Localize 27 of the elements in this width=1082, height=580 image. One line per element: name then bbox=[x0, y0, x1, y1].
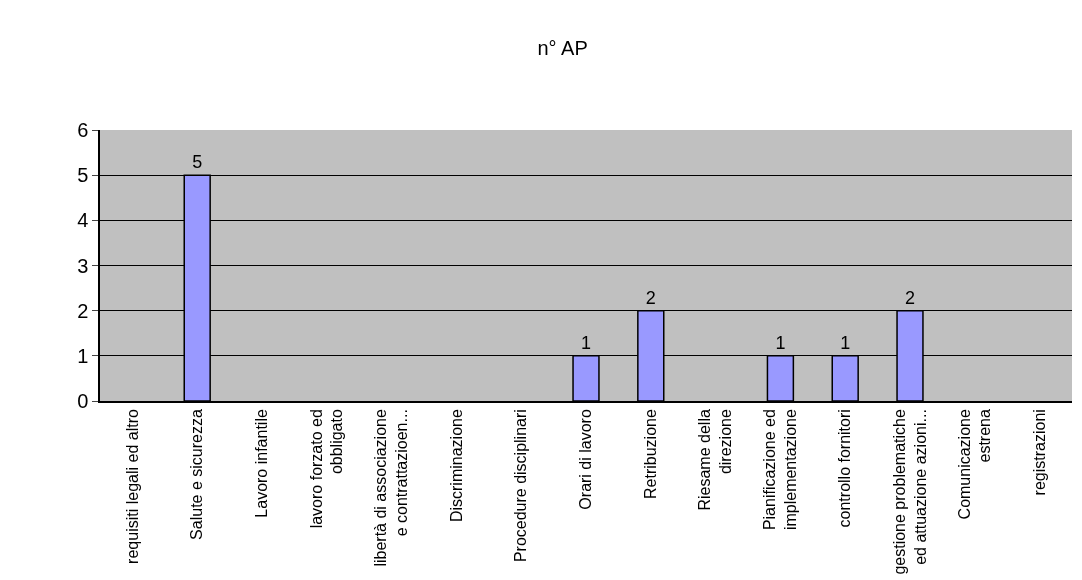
x-tick-label: Orari di lavoro bbox=[577, 409, 595, 510]
y-tick-label: 1 bbox=[77, 344, 89, 367]
y-tick-label: 6 bbox=[77, 119, 89, 141]
x-tick-label: Procedure disciplinari bbox=[512, 409, 530, 563]
x-tick-label: registrazioni bbox=[1030, 409, 1048, 496]
x-tick-label: Salute e sicurezza bbox=[188, 409, 206, 540]
x-tick-label: gestione problematiche ed attuazione azioni... bbox=[890, 409, 929, 575]
y-tick-label: 4 bbox=[77, 209, 89, 232]
data-label: 1 bbox=[775, 332, 786, 353]
x-tick-label: libertà di associazione e contrattazioen... bbox=[372, 409, 411, 567]
y-tick-label: 0 bbox=[77, 390, 89, 412]
y-tick-label: 5 bbox=[77, 164, 89, 187]
x-tick-label: Retribuzione bbox=[642, 409, 659, 499]
y-tick-label: 2 bbox=[77, 299, 89, 322]
x-tick-label: requisiti legali ed altro bbox=[123, 409, 141, 564]
x-tick-label: lavoro forzato ed obbligato bbox=[307, 409, 346, 529]
x-tick-label: controllo fornitori bbox=[836, 409, 854, 528]
data-label: 2 bbox=[645, 287, 656, 308]
x-tick-label: Lavoro infantile bbox=[253, 409, 271, 518]
data-label: 1 bbox=[580, 332, 592, 353]
data-label: 1 bbox=[840, 332, 851, 353]
x-tick-label: Discriminazione bbox=[447, 409, 465, 523]
y-tick-label: 3 bbox=[77, 254, 89, 277]
x-tick-label: Riesame della direzione bbox=[696, 409, 735, 511]
chart-title: n° AP bbox=[537, 36, 588, 59]
data-label: 2 bbox=[904, 287, 916, 308]
data-label: 5 bbox=[192, 152, 203, 173]
